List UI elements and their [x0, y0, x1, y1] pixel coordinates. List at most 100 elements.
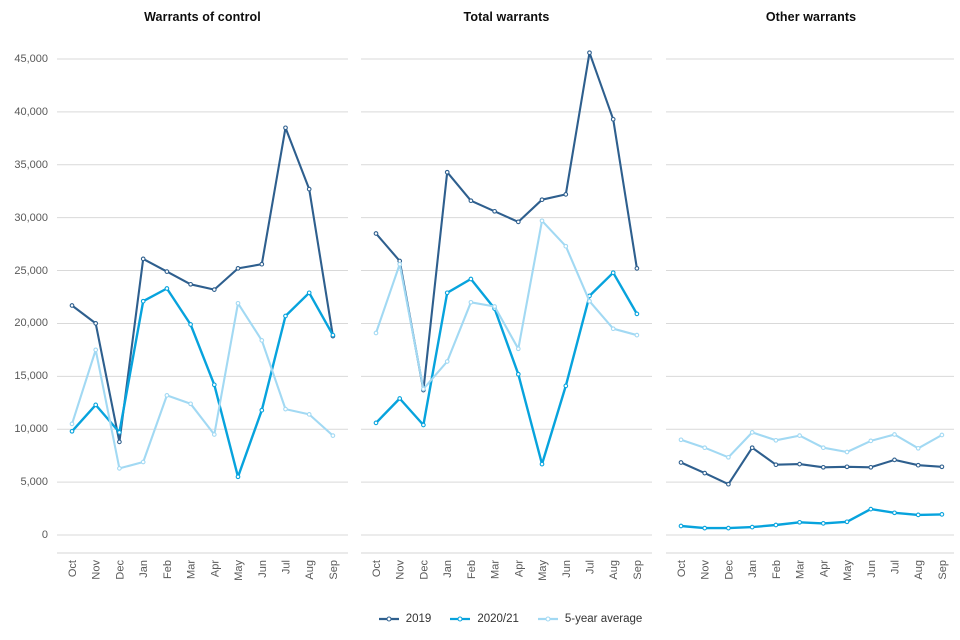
- data-point-marker: [749, 524, 755, 530]
- x-axis-month-label: Mar: [186, 560, 198, 579]
- data-point-marker: [773, 437, 779, 443]
- data-point-marker: [306, 186, 312, 192]
- x-axis-month-label: Mar: [490, 560, 502, 579]
- data-point-marker: [515, 219, 521, 225]
- x-axis-month-label: Jun: [257, 560, 269, 578]
- data-point-marker: [283, 313, 288, 319]
- legend-marker-icon: [450, 616, 471, 622]
- data-point-marker: [726, 481, 731, 487]
- data-point-marker: [634, 266, 640, 271]
- x-axis-month-label: Sep: [328, 560, 340, 580]
- data-point-marker: [915, 462, 921, 468]
- x-axis-month-label: Dec: [114, 560, 126, 580]
- y-axis-tick-label: 30,000: [14, 211, 48, 224]
- plot-warrants-of-control: Oct Nov Dec Jan Feb Mar Apr May Jun Jul Aug Sep: [57, 58, 348, 581]
- series-line-5-year-average: [374, 219, 638, 391]
- data-point-marker: [726, 454, 731, 460]
- data-point-marker: [892, 510, 897, 516]
- x-axis-month-label: Oct: [371, 560, 383, 577]
- data-point-marker: [610, 116, 616, 122]
- data-point-marker: [468, 276, 474, 282]
- data-point-marker: [93, 321, 99, 326]
- x-axis-month-label: Sep: [937, 560, 949, 580]
- y-axis-tick-label: 20,000: [14, 317, 48, 330]
- data-point-marker: [188, 281, 193, 287]
- data-point-marker: [140, 298, 146, 304]
- data-point-marker: [797, 433, 802, 438]
- data-point-marker: [844, 449, 850, 455]
- legend-item-5-year-average: 5-year average: [537, 613, 642, 625]
- data-point-marker: [702, 445, 708, 451]
- data-point-marker: [468, 198, 474, 204]
- data-point-marker: [634, 311, 640, 317]
- x-axis-month-label: May: [537, 560, 549, 581]
- data-point-marker: [93, 402, 99, 408]
- data-point-marker: [235, 300, 241, 306]
- data-point-marker: [444, 169, 450, 175]
- data-point-marker: [373, 231, 379, 236]
- data-point-marker: [69, 421, 75, 427]
- data-point-marker: [397, 396, 403, 401]
- data-point-marker: [939, 512, 945, 517]
- data-point-marker: [797, 519, 802, 525]
- data-point-marker: [93, 347, 99, 353]
- y-axis-tick-label: 10,000: [14, 423, 48, 436]
- data-point-marker: [868, 438, 874, 444]
- data-point-marker: [726, 525, 731, 531]
- data-point-marker: [306, 290, 312, 296]
- data-point-marker: [563, 383, 569, 389]
- x-axis-month-label: Apr: [818, 560, 830, 577]
- data-point-marker: [421, 422, 426, 428]
- data-point-marker: [820, 464, 826, 470]
- legend-label: 2020/21: [477, 613, 519, 625]
- data-point-marker: [117, 430, 122, 435]
- y-axis-tick-label: 45,000: [14, 53, 48, 65]
- series-line-5-year-average: [679, 431, 943, 459]
- data-point-marker: [915, 445, 921, 451]
- data-point-marker: [283, 125, 288, 131]
- data-point-marker: [515, 371, 521, 377]
- data-point-marker: [211, 382, 217, 388]
- x-axis-month-label: Jun: [866, 560, 878, 578]
- x-axis-month-label: Mar: [795, 560, 807, 579]
- x-axis-month-label: Feb: [466, 560, 478, 579]
- x-axis-month-label: Aug: [608, 560, 620, 580]
- data-point-marker: [820, 445, 826, 451]
- legend-label: 2019: [405, 613, 432, 625]
- x-axis-month-label: Jan: [442, 560, 454, 578]
- data-point-marker: [259, 261, 265, 267]
- y-axis-tick-label: 40,000: [14, 105, 48, 118]
- data-point-marker: [373, 330, 379, 336]
- data-point-marker: [164, 393, 170, 398]
- data-point-marker: [539, 197, 545, 203]
- legend-item-2020-21: 2020/21: [449, 613, 519, 625]
- x-axis-month-label: Nov: [700, 560, 712, 580]
- data-point-marker: [492, 208, 497, 214]
- plot-total-warrants: Oct Nov Dec Jan Feb Mar Apr May Jun Jul Aug Sep: [361, 50, 652, 581]
- y-axis: 45,000 40,000 35,000 30,000 25,000 20,000 15,0…: [0, 0, 48, 600]
- data-point-marker: [563, 192, 569, 197]
- x-axis-month-label: Oct: [67, 560, 79, 577]
- data-point-marker: [915, 512, 921, 518]
- data-point-marker: [773, 462, 779, 468]
- data-point-marker: [235, 474, 241, 480]
- x-axis-month-label: Jul: [281, 560, 293, 574]
- data-point-marker: [444, 290, 450, 296]
- y-axis-tick-label: 35,000: [14, 158, 48, 171]
- data-point-marker: [868, 464, 874, 470]
- data-point-marker: [539, 461, 545, 467]
- legend-marker-icon: [537, 616, 558, 622]
- data-point-marker: [283, 406, 288, 412]
- data-point-marker: [140, 459, 146, 465]
- data-point-marker: [421, 386, 426, 392]
- data-point-marker: [188, 401, 193, 407]
- data-point-marker: [587, 298, 592, 304]
- data-point-marker: [820, 521, 826, 526]
- series-line-2020-21: [679, 507, 944, 530]
- y-axis-tick-label: 5,000: [20, 476, 48, 489]
- data-point-marker: [259, 407, 265, 413]
- data-point-marker: [749, 430, 755, 435]
- data-point-marker: [211, 287, 217, 292]
- y-axis-tick-label: 15,000: [14, 370, 48, 383]
- data-point-marker: [587, 50, 592, 56]
